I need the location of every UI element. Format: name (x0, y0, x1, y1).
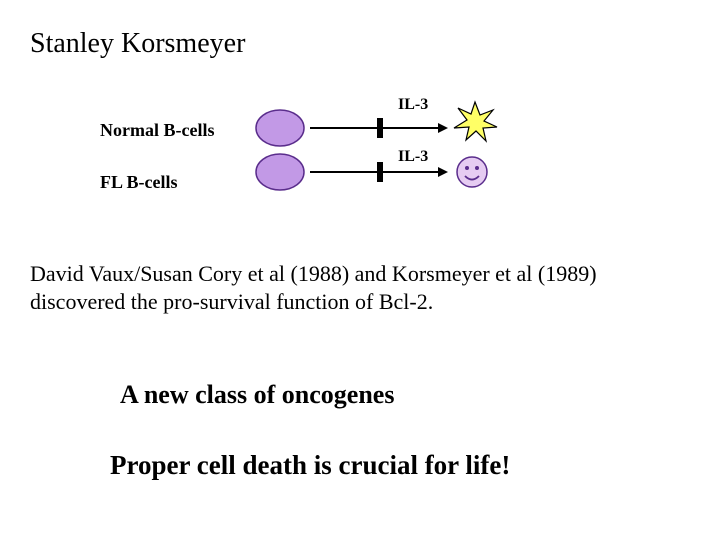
diagram-svg (0, 0, 720, 250)
conclusion: Proper cell death is crucial for life! (110, 450, 510, 481)
arrow-bottom (310, 162, 448, 182)
cell-icon-normal (256, 110, 304, 146)
arrow-top (310, 118, 448, 138)
discovery-paragraph: David Vaux/Susan Cory et al (1988) and K… (30, 260, 670, 315)
smiley-icon (457, 157, 487, 187)
cell-icon-fl (256, 154, 304, 190)
subheading: A new class of oncogenes (120, 380, 394, 410)
burst-icon (454, 102, 497, 141)
